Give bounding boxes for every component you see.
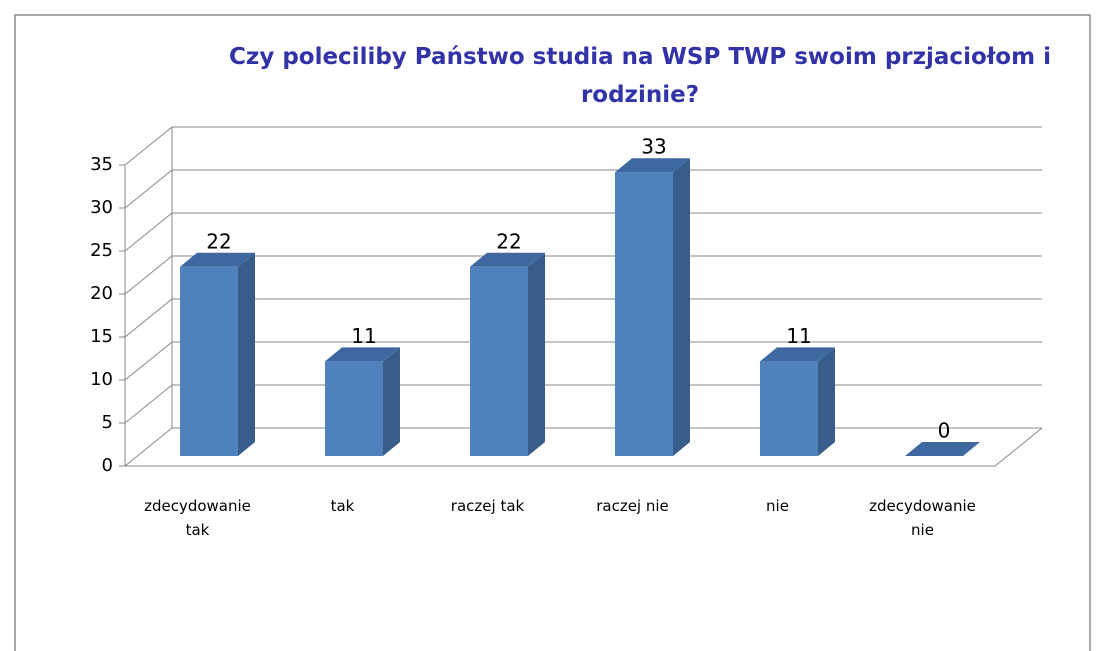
bar-side [673,158,690,456]
y-tick-label: 30 [90,197,113,218]
grid-line [124,341,1042,381]
x-tick-label: raczej nie [596,497,669,515]
y-tick-label: 10 [90,369,113,390]
value-label: 11 [786,324,811,348]
bar-side [818,347,835,456]
chart-border [14,14,1091,651]
value-label: 22 [496,229,521,253]
bar-top [180,252,255,267]
y-tick-label: 25 [90,240,113,261]
bar-top [615,158,690,173]
bar [470,266,528,456]
x-tick-label: tak [330,497,355,515]
floor-edge [125,427,1043,467]
grid-line [124,126,1042,166]
value-label: 11 [351,324,376,348]
grid-line [124,212,1042,252]
y-tick-label: 0 [102,455,113,476]
bar-top [470,252,545,267]
grid-line [124,427,1042,467]
bar-top [905,442,980,456]
bar [615,172,673,456]
bar-side [528,252,545,456]
x-tick-label: zdecydowanie tak [144,497,251,539]
y-tick-label: 5 [102,412,113,433]
y-tick-label: 20 [90,283,113,304]
bar [180,266,238,456]
bar-side [383,347,400,456]
grid-line [124,384,1042,424]
grid-line [124,298,1042,338]
value-label: 33 [641,135,666,159]
bar [760,361,818,456]
value-label: 0 [938,419,951,443]
y-tick-label: 35 [90,154,113,175]
bar-top [760,347,835,362]
y-tick-label: 15 [90,326,113,347]
bar-top [325,347,400,362]
x-tick-label: zdecydowanie nie [869,497,976,539]
x-tick-label: nie [766,497,789,515]
x-tick-label: raczej tak [450,497,525,515]
chart-title: Czy poleciliby Państwo studia na WSP TWP… [229,44,1051,108]
bar-side [238,252,255,456]
bar [325,361,383,456]
grid-line [124,169,1042,209]
grid-line [124,255,1042,295]
value-label: 22 [206,229,231,253]
